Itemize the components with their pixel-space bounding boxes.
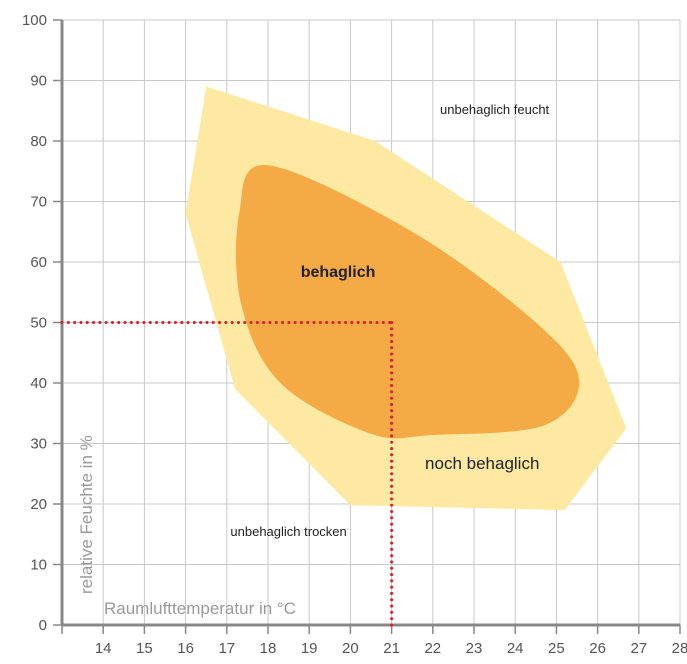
y-tick-label: 40 xyxy=(30,375,47,392)
x-axis-title: Raumlufttemperatur in °C xyxy=(104,599,296,618)
x-tick-label: 15 xyxy=(136,640,153,657)
x-tick-label: 16 xyxy=(177,640,194,657)
x-tick-label: 20 xyxy=(342,640,359,657)
y-tick-label: 100 xyxy=(22,12,47,29)
x-tick-label: 25 xyxy=(548,640,565,657)
x-tick-label: 26 xyxy=(589,640,606,657)
y-tick-label: 20 xyxy=(30,496,47,513)
x-tick-label: 18 xyxy=(260,640,277,657)
region-behaglich xyxy=(235,164,580,439)
y-tick-label: 60 xyxy=(30,254,47,271)
comfort-regions xyxy=(185,86,627,511)
x-tick-label: 24 xyxy=(507,640,524,657)
label-behaglich: behaglich xyxy=(301,264,376,281)
x-tick-label: 19 xyxy=(301,640,318,657)
x-tick-label: 28 xyxy=(672,640,687,657)
x-tick-label: 17 xyxy=(218,640,235,657)
x-tick-label: 27 xyxy=(630,640,647,657)
tick-labels: 14 15 16 17 18 19 20 21 22 23 24 25 26 27 28 0 10 20 30 40 5… xyxy=(22,12,687,657)
y-tick-label: 80 xyxy=(30,133,47,150)
reference-lines xyxy=(60,321,394,627)
y-tick-label: 0 xyxy=(39,617,47,634)
label-noch-behaglich: noch behaglich xyxy=(425,454,539,473)
y-tick-label: 50 xyxy=(30,315,47,332)
label-unbehaglich-trocken: unbehaglich trocken xyxy=(230,524,346,539)
x-tick-label: 22 xyxy=(424,640,441,657)
label-unbehaglich-feucht: unbehaglich feucht xyxy=(440,102,550,117)
y-tick-label: 30 xyxy=(30,436,47,453)
y-tick-label: 90 xyxy=(30,73,47,90)
x-tick-label: 21 xyxy=(383,640,400,657)
x-tick-label: 23 xyxy=(466,640,483,657)
y-tick-label: 10 xyxy=(30,557,47,574)
x-tick-label: 14 xyxy=(95,640,112,657)
zone-labels: unbehaglich feucht behaglich noch behaglic… xyxy=(230,102,549,539)
y-axis-title: relative Feuchte in % xyxy=(77,435,96,594)
y-tick-label: 70 xyxy=(30,194,47,211)
